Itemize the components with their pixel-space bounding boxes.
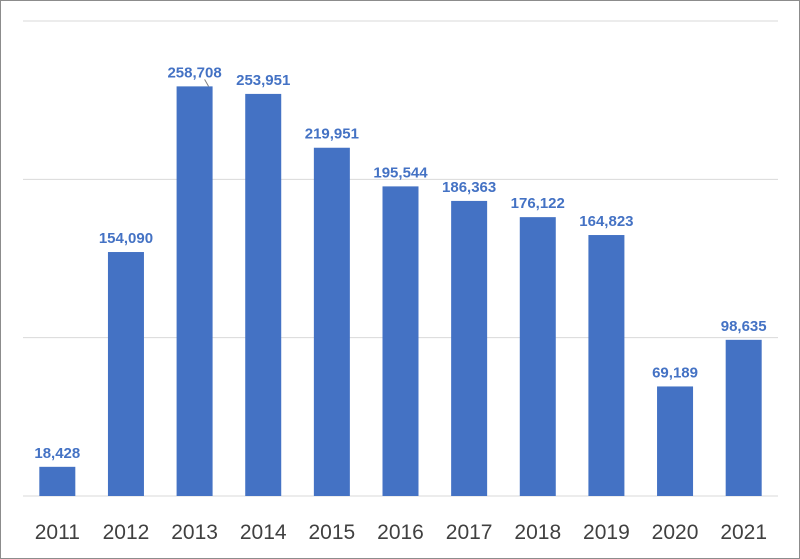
data-label-2014: 253,951 [236,72,290,89]
bar-2012 [107,252,144,496]
data-label-2021: 98,635 [721,318,767,335]
data-label-2020: 69,189 [652,364,698,381]
x-tick-label-2019: 2019 [583,521,630,544]
data-labels: 18,428 154,090 258,708 253,951 219,951 195,54… [34,64,766,461]
data-label-2016: 195,544 [373,164,428,181]
x-tick-label-2012: 2012 [103,521,150,544]
x-tick-label-2021: 2021 [720,521,767,544]
bars [39,86,762,497]
data-label-leader-2013 [204,79,210,87]
data-label-2018: 176,122 [511,195,565,212]
data-label-2013: 258,708 [167,64,221,81]
x-axis-tick-labels: 2011 2012 2013 2014 2015 2016 2017 2018 2019 2020… [35,521,767,544]
x-tick-label-2015: 2015 [309,521,356,544]
bar-2020 [657,386,694,496]
bar-2019 [588,235,625,496]
x-tick-label-2011: 2011 [35,521,80,544]
x-tick-label-2017: 2017 [446,521,493,544]
data-label-2012: 154,090 [99,230,153,247]
bar-2016 [382,186,419,496]
bar-2014 [245,93,282,496]
data-label-2019: 164,823 [579,213,633,230]
x-tick-label-2018: 2018 [514,521,561,544]
bar-2015 [313,147,350,496]
bar-2021 [725,339,762,496]
bar-2017 [451,200,488,497]
data-label-2017: 186,363 [442,179,496,196]
data-label-2011: 18,428 [34,445,80,462]
x-tick-label-2020: 2020 [652,521,699,544]
bar-2013 [176,86,213,496]
x-tick-label-2013: 2013 [171,521,218,544]
bar-2018 [519,217,556,496]
x-tick-label-2016: 2016 [377,521,424,544]
x-tick-label-2014: 2014 [240,521,287,544]
data-label-2015: 219,951 [305,126,359,143]
bar-2011 [39,466,76,496]
